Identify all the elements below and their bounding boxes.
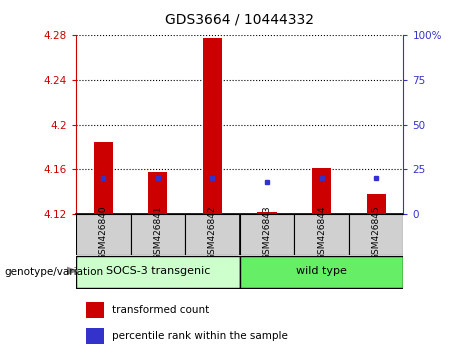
Bar	[203, 38, 222, 214]
Polygon shape	[67, 267, 78, 275]
Text: GSM426845: GSM426845	[372, 205, 381, 260]
Text: SOCS-3 transgenic: SOCS-3 transgenic	[106, 266, 210, 276]
Text: GSM426844: GSM426844	[317, 205, 326, 260]
Text: GSM426843: GSM426843	[262, 205, 272, 260]
Bar	[366, 194, 386, 214]
Text: GSM426840: GSM426840	[99, 205, 108, 260]
Text: GSM426842: GSM426842	[208, 205, 217, 260]
Bar	[86, 302, 104, 318]
Bar	[294, 214, 349, 255]
Bar	[312, 169, 331, 214]
Text: GDS3664 / 10444332: GDS3664 / 10444332	[165, 12, 314, 27]
Bar	[94, 142, 113, 214]
Text: percentile rank within the sample: percentile rank within the sample	[112, 331, 288, 341]
Text: GSM426841: GSM426841	[154, 205, 162, 260]
Bar	[86, 328, 104, 344]
Bar	[349, 214, 403, 255]
Text: transformed count: transformed count	[112, 305, 209, 315]
Bar	[185, 214, 240, 255]
Bar	[76, 214, 130, 255]
Bar	[76, 256, 240, 288]
Bar	[240, 214, 294, 255]
Bar	[130, 214, 185, 255]
Bar	[148, 172, 167, 214]
Bar	[257, 212, 277, 214]
Text: wild type: wild type	[296, 266, 347, 276]
Bar	[240, 256, 403, 288]
Text: genotype/variation: genotype/variation	[5, 267, 104, 276]
